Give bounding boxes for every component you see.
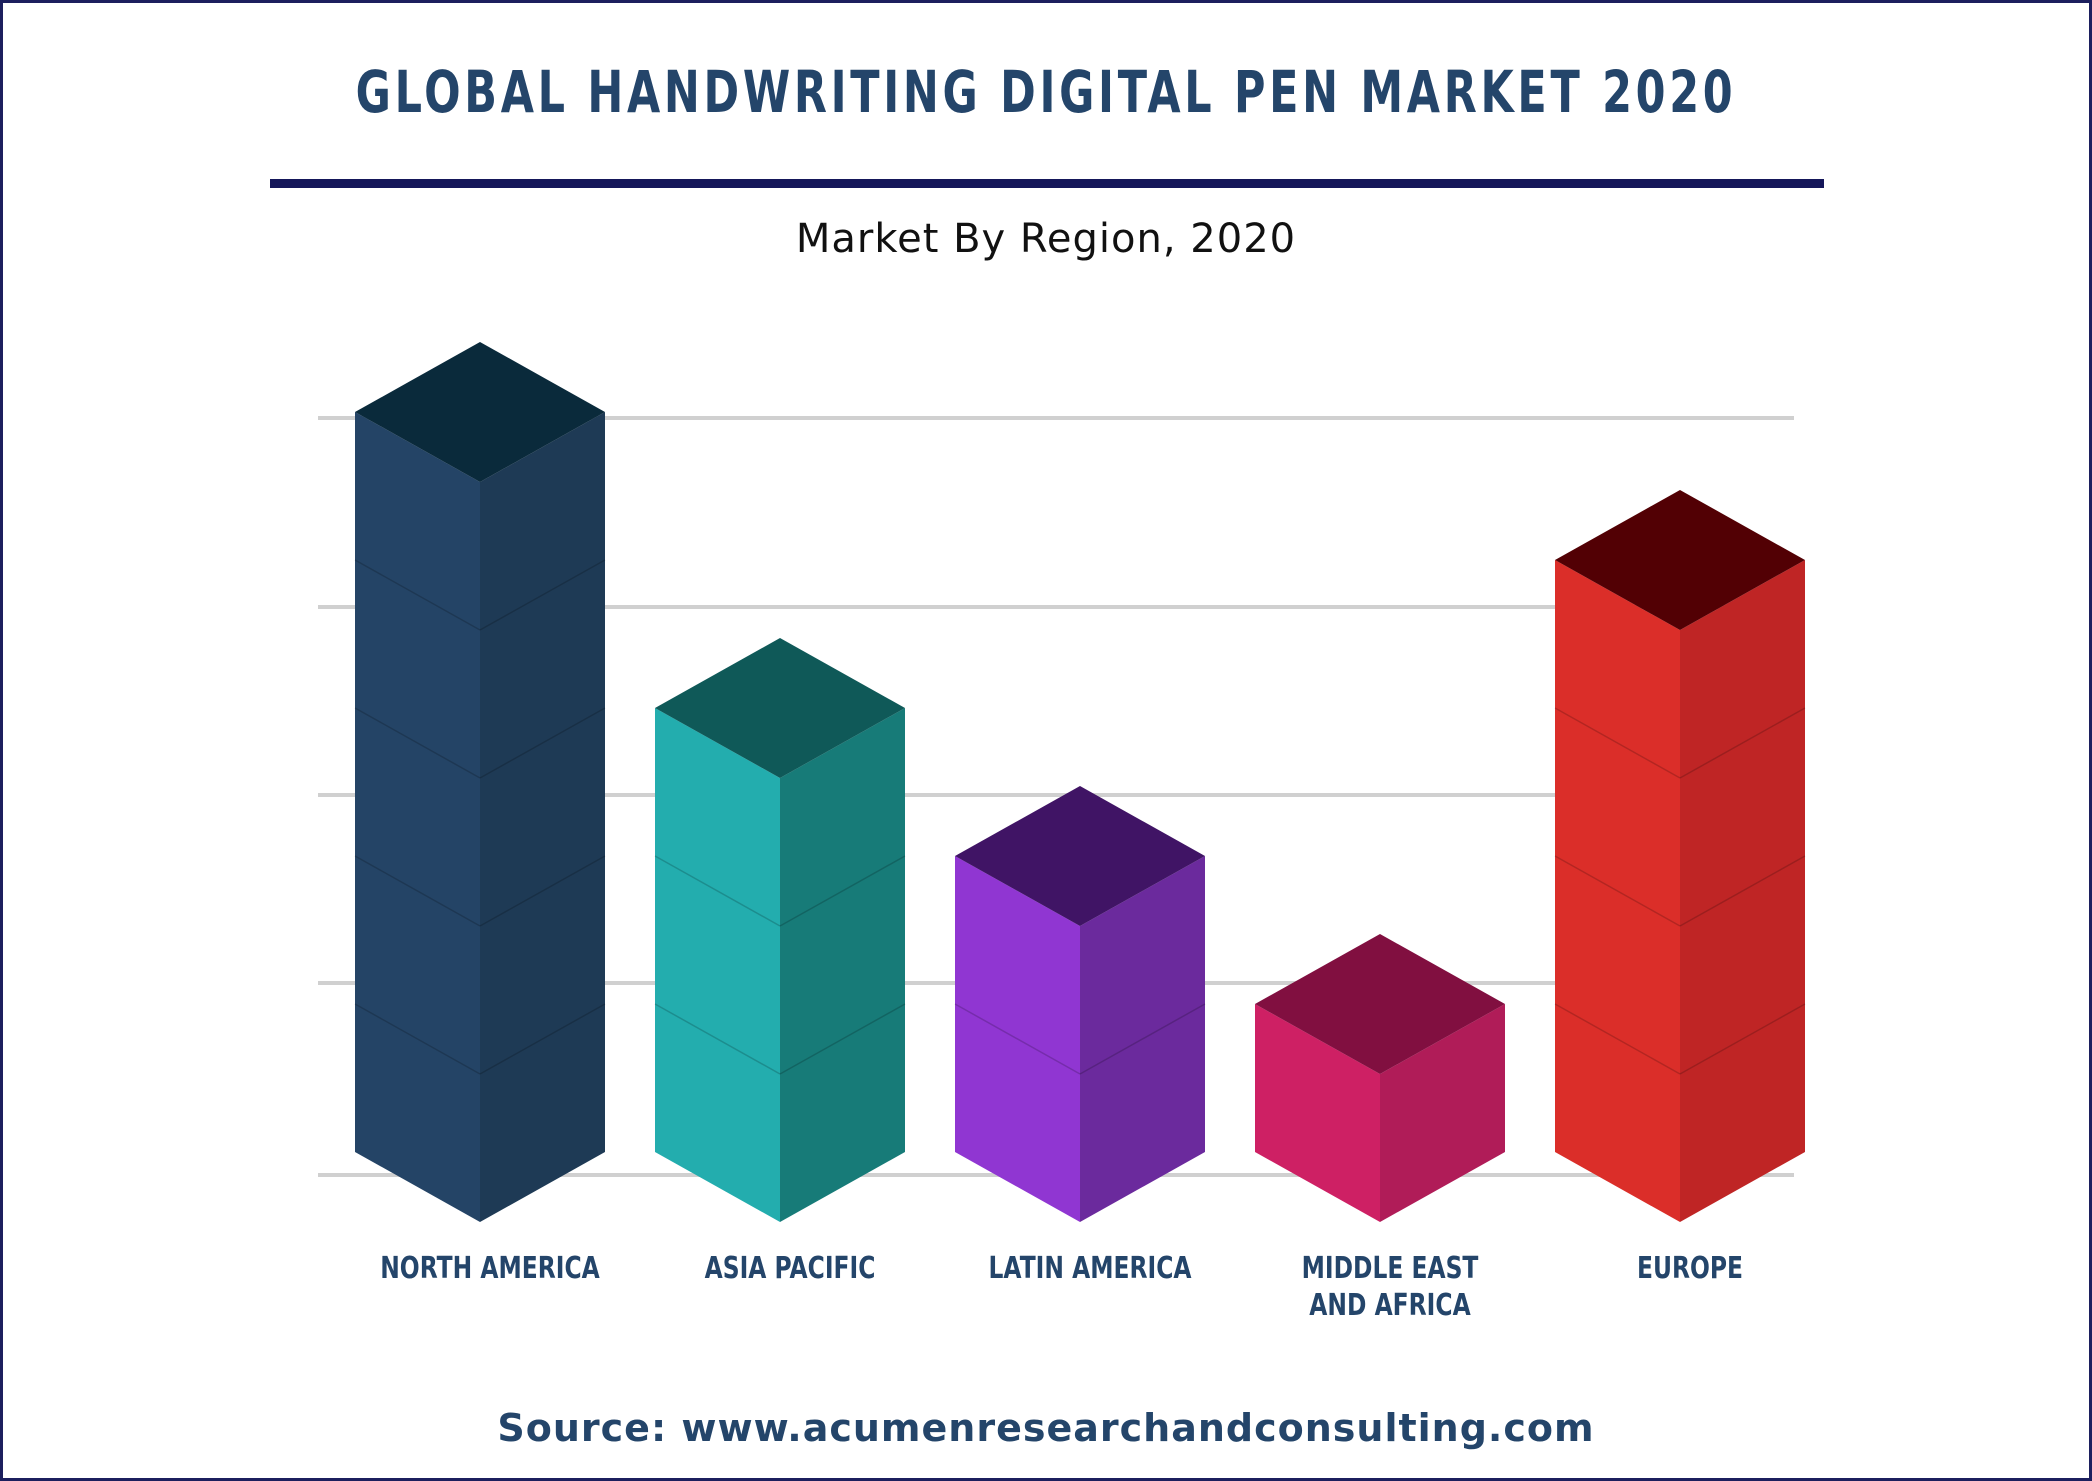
title-divider [270, 179, 1824, 188]
category-label: EUROPE [1565, 1250, 1815, 1287]
category-label-line: NORTH AMERICA [380, 1251, 600, 1286]
bar-front-face [1255, 1004, 1380, 1222]
block-seam [354, 1003, 481, 1075]
bar-middle-east-and-africa [1255, 934, 1505, 1222]
block-seam [479, 855, 606, 927]
block-seam [354, 855, 481, 927]
block-seam [479, 1003, 606, 1075]
category-label-line: EUROPE [1636, 1251, 1744, 1286]
bar-asia-pacific [654, 638, 906, 1222]
bar-side-face [1680, 560, 1805, 1222]
category-label: MIDDLE EAST AND AFRICA [1265, 1250, 1515, 1324]
bar-side-face [1080, 856, 1205, 1222]
block-seam [654, 855, 781, 927]
category-label: ASIA PACIFIC [665, 1250, 915, 1287]
bar-top-face [1555, 490, 1805, 630]
bar-top-face [655, 638, 905, 778]
block-seam [479, 707, 606, 779]
block-seam [654, 1003, 781, 1075]
chart-subtitle: Market By Region, 2020 [795, 216, 1297, 262]
category-label: NORTH AMERICA [365, 1250, 615, 1287]
category-label-line: LATIN AMERICA [988, 1251, 1192, 1286]
chart-title: GLOBAL HANDWRITING DIGITAL PEN MARKET 20… [355, 58, 1737, 126]
source-text: Source: www.acumenresearchandconsulting.… [497, 1406, 1595, 1450]
bar-front-face [955, 856, 1080, 1222]
block-seam [479, 559, 606, 631]
block-seam [1679, 855, 1806, 927]
bar-top-face [1255, 934, 1505, 1074]
block-seam [1554, 1003, 1681, 1075]
bar-top-face [355, 342, 605, 482]
bar-front-face [655, 708, 780, 1222]
block-seam [1679, 1003, 1806, 1075]
bar-side-face [480, 412, 605, 1222]
category-label-line: MIDDLE EAST [1301, 1251, 1479, 1286]
bar-north-america [354, 342, 606, 1222]
block-seam [354, 707, 481, 779]
bar-front-face [1555, 560, 1680, 1222]
block-seam [779, 1003, 906, 1075]
block-seam [354, 559, 481, 631]
block-seam [1554, 855, 1681, 927]
block-seam [1679, 707, 1806, 779]
bar-latin-america [954, 786, 1206, 1222]
bar-europe [1554, 490, 1806, 1222]
bar-side-face [1380, 1004, 1505, 1222]
bar-front-face [355, 412, 480, 1222]
category-label: LATIN AMERICA [965, 1250, 1215, 1287]
block-seam [779, 855, 906, 927]
bars [354, 342, 1806, 1222]
block-seam [1554, 707, 1681, 779]
block-seam [954, 1003, 1081, 1075]
block-seam [1079, 1003, 1206, 1075]
bar-side-face [780, 708, 905, 1222]
category-label-line: ASIA PACIFIC [704, 1251, 876, 1286]
bar-top-face [955, 786, 1205, 926]
category-label-line: AND AFRICA [1309, 1288, 1471, 1323]
